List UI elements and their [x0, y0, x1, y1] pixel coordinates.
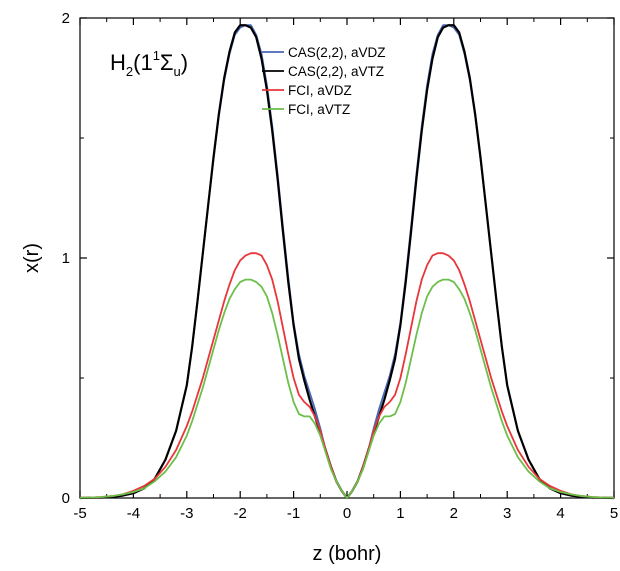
legend-entry: CAS(2,2), aVDZ	[288, 45, 386, 60]
axis-tick-labels: -5 -4 -3 -2 -1 0 1 2 3 4 5 0 1 2	[62, 10, 619, 522]
x-tick-label: -5	[73, 505, 86, 522]
x-tick-label: -3	[180, 505, 193, 522]
x-axis-label: z (bohr)	[313, 543, 382, 565]
inset-label-paren-open: (1	[133, 50, 153, 75]
inset-label-sub2: u	[174, 64, 181, 79]
y-tick-label: 0	[62, 490, 70, 507]
legend-entry: FCI, aVDZ	[288, 83, 352, 98]
legend-entry: FCI, aVTZ	[288, 102, 350, 117]
series-lines	[79, 24, 615, 500]
legend: CAS(2,2), aVDZ CAS(2,2), aVTZ FCI, aVDZ FCI…	[262, 45, 386, 117]
series-line-2	[79, 252, 615, 499]
x-tick-label: 4	[556, 505, 564, 522]
x-tick-label: 2	[450, 505, 458, 522]
inset-label: H2(11Σu)	[110, 48, 188, 79]
series-line-3	[79, 278, 615, 499]
legend-entry: CAS(2,2), aVTZ	[288, 64, 384, 79]
x-tick-label: 0	[343, 505, 351, 522]
inset-label-sigma: Σ	[160, 50, 174, 75]
x-tick-label: 1	[396, 505, 404, 522]
inset-label-paren-close: )	[181, 50, 188, 75]
x-tick-label: -1	[287, 505, 300, 522]
y-axis-label: x(r)	[21, 243, 43, 273]
x-tick-label: -2	[234, 505, 247, 522]
y-tick-label: 1	[62, 250, 70, 267]
inset-label-main: H	[110, 50, 126, 75]
inset-label-sup: 1	[153, 48, 160, 63]
x-tick-label: -4	[127, 505, 140, 522]
inset-label-sub1: 2	[126, 64, 133, 79]
x-tick-label: 5	[610, 505, 618, 522]
y-tick-label: 2	[62, 10, 70, 27]
x-tick-label: 3	[503, 505, 511, 522]
